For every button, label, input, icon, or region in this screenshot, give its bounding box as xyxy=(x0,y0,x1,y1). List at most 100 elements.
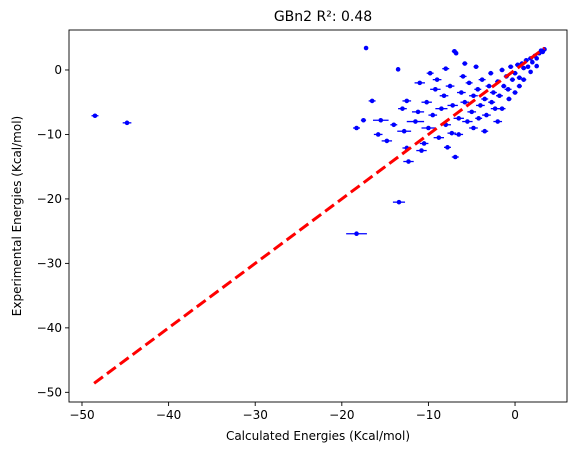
y-tick-label: −10 xyxy=(37,127,62,141)
x-axis-label: Calculated Energies (Kcal/mol) xyxy=(226,429,410,443)
data-point xyxy=(401,128,407,134)
data-point xyxy=(434,77,440,82)
data-point xyxy=(384,138,390,144)
data-point xyxy=(473,64,479,70)
x-tick-label: −40 xyxy=(156,408,181,422)
data-point xyxy=(426,125,431,131)
data-point xyxy=(469,109,475,115)
data-point xyxy=(439,106,444,111)
data-point xyxy=(478,103,483,108)
plot-area xyxy=(91,45,547,385)
fit-line xyxy=(93,46,546,385)
data-point xyxy=(363,45,369,51)
data-point xyxy=(452,154,458,160)
data-point xyxy=(482,96,488,102)
data-point xyxy=(424,99,429,105)
x-tick-label: −50 xyxy=(69,408,94,422)
data-point xyxy=(369,98,375,104)
data-point xyxy=(419,148,424,153)
y-tick-label: 0 xyxy=(54,63,62,77)
data-point xyxy=(492,106,498,111)
data-point xyxy=(92,113,98,119)
x-axis-ticks: −50 −40 −30 −20 −10 0 xyxy=(69,402,519,422)
data-point xyxy=(462,61,468,66)
data-point xyxy=(521,65,526,71)
data-point xyxy=(479,77,485,82)
axes-frame xyxy=(68,29,568,403)
data-point xyxy=(395,67,401,72)
data-point xyxy=(534,63,539,69)
data-point xyxy=(495,119,501,124)
data-point xyxy=(378,117,384,123)
data-point xyxy=(465,119,470,124)
data-point xyxy=(491,90,496,95)
data-point xyxy=(427,70,433,76)
data-point xyxy=(459,90,464,95)
data-point xyxy=(433,87,438,92)
data-point xyxy=(415,109,421,115)
data-point xyxy=(497,93,502,99)
data-point xyxy=(499,67,505,73)
data-point xyxy=(506,96,512,102)
data-point xyxy=(447,83,453,89)
data-point xyxy=(508,64,514,70)
data-point xyxy=(505,87,511,92)
data-point xyxy=(499,106,505,111)
data-point xyxy=(484,112,489,118)
data-point xyxy=(404,98,410,104)
y-tick-label: −40 xyxy=(37,321,62,335)
x-tick-label: −10 xyxy=(416,408,441,422)
data-point xyxy=(124,120,130,126)
data-point xyxy=(406,159,411,164)
data-point xyxy=(521,77,526,82)
data-point xyxy=(486,83,492,89)
data-point xyxy=(501,83,507,89)
data-point xyxy=(517,83,522,89)
y-axis-ticks: −50 −40 −30 −20 −10 0 xyxy=(37,63,69,399)
data-point xyxy=(525,64,531,70)
data-point xyxy=(450,103,455,108)
y-tick-label: −50 xyxy=(37,385,62,399)
x-tick-label: 0 xyxy=(511,408,519,422)
data-point xyxy=(466,80,472,86)
data-point xyxy=(517,75,522,81)
data-point xyxy=(488,70,494,76)
data-point xyxy=(449,130,455,136)
data-point xyxy=(471,93,476,99)
data-point xyxy=(453,50,459,56)
data-point xyxy=(391,122,397,128)
data-point xyxy=(436,135,442,140)
x-tick-label: −20 xyxy=(329,408,354,422)
data-point xyxy=(462,99,468,105)
data-point xyxy=(430,112,436,118)
data-point xyxy=(354,125,359,131)
data-point xyxy=(421,141,427,146)
chart-title: GBn2 R²: 0.48 xyxy=(274,9,372,25)
data-point xyxy=(460,74,466,79)
data-point xyxy=(400,106,405,111)
data-point xyxy=(443,66,449,71)
data-point xyxy=(456,116,462,121)
x-tick-label: −30 xyxy=(243,408,268,422)
data-point xyxy=(413,119,418,124)
y-tick-label: −20 xyxy=(37,192,62,206)
data-point xyxy=(354,231,359,237)
y-axis-label: Experimental Energies (Kcal/mol) xyxy=(10,116,24,316)
data-point xyxy=(534,56,539,61)
data-point xyxy=(475,87,481,92)
data-point xyxy=(375,132,381,137)
data-point xyxy=(441,93,447,99)
data-point xyxy=(396,199,402,205)
y-tick-label: −30 xyxy=(37,256,62,270)
data-point xyxy=(512,90,518,95)
data-point xyxy=(482,128,488,134)
data-point xyxy=(417,80,423,86)
data-point xyxy=(471,125,476,131)
data-point xyxy=(510,77,515,82)
data-point xyxy=(528,69,533,75)
data-point xyxy=(361,117,366,123)
data-point xyxy=(445,145,450,150)
